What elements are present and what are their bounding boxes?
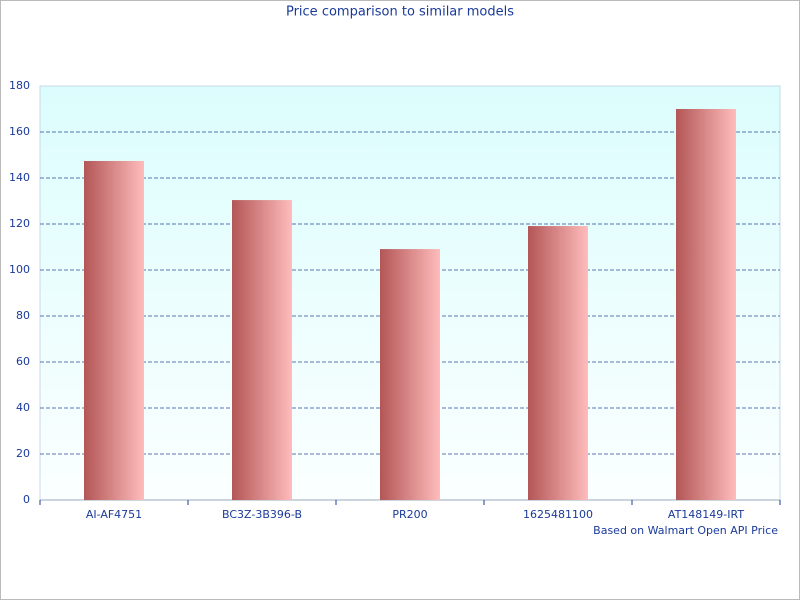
y-tick-label: 120 (9, 217, 30, 230)
y-tick-label: 100 (9, 263, 30, 276)
y-tick-label: 0 (23, 493, 30, 506)
y-tick-label: 140 (9, 171, 30, 184)
y-tick-label: 160 (9, 125, 30, 138)
x-tick-label: AT148149-IRT (668, 508, 744, 521)
y-tick-label: 180 (9, 79, 30, 92)
x-tick-label: BC3Z-3B396-B (222, 508, 302, 521)
y-tick-label: 20 (16, 447, 30, 460)
bar (84, 160, 144, 501)
bar (232, 200, 292, 500)
note: Based on Walmart Open API Price (593, 524, 778, 537)
bar (528, 226, 588, 500)
bar (380, 249, 440, 500)
x-tick-label: 1625481100 (523, 508, 593, 521)
y-tick-label: 80 (16, 309, 30, 322)
y-tick-label: 60 (16, 355, 30, 368)
x-tick-label: AI-AF4751 (86, 508, 142, 521)
y-tick-label: 40 (16, 401, 30, 414)
bar (676, 109, 736, 500)
chart-title: Price comparison to similar models (286, 5, 514, 20)
x-tick-label: PR200 (392, 508, 427, 521)
